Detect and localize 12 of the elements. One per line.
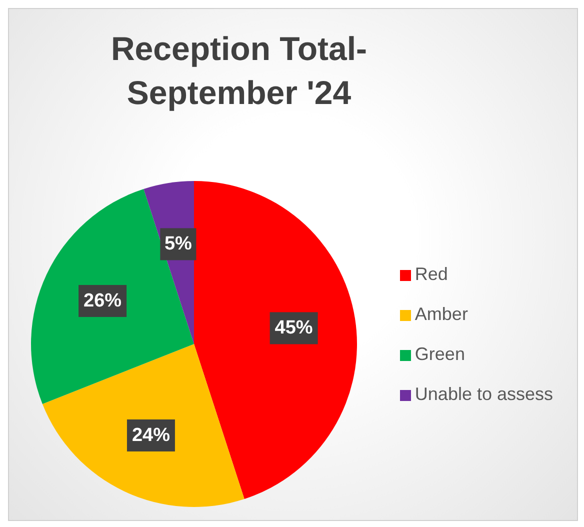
pie-slice [194, 181, 357, 500]
data-label: 26% [84, 290, 122, 312]
data-label: 24% [132, 424, 170, 446]
legend-label: Amber [414, 304, 468, 324]
pie-slice [42, 344, 244, 507]
legend-label: Red [414, 264, 448, 284]
chart-title: Reception Total-September '24 [110, 29, 368, 113]
pie-slice [31, 188, 194, 404]
data-label: 45% [274, 318, 313, 339]
legend-label: Green [414, 344, 465, 364]
legend-label: Unable to assess [414, 384, 553, 404]
data-label: 5% [164, 234, 192, 255]
